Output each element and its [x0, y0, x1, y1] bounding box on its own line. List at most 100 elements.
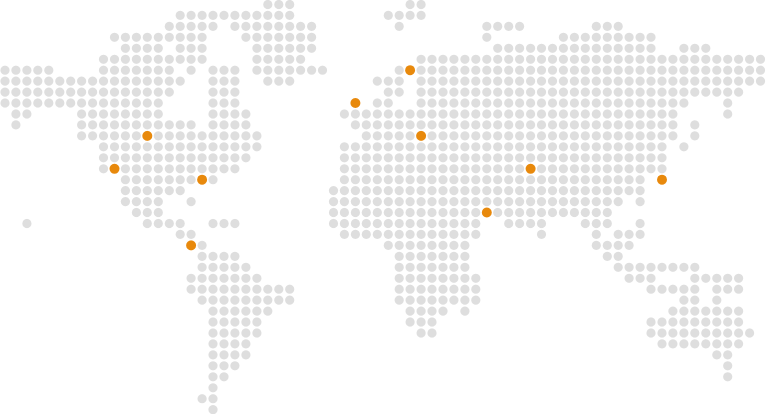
land-dot [569, 54, 580, 64]
land-dot [668, 284, 678, 294]
land-dot [526, 131, 536, 141]
land-dot [383, 164, 393, 174]
land-dot [131, 142, 141, 152]
land-dot [712, 76, 722, 86]
land-dot [745, 65, 755, 75]
land-dot [646, 262, 656, 272]
land-dot [186, 21, 196, 31]
land-dot [230, 251, 240, 261]
land-dot [438, 87, 448, 97]
land-dot [98, 54, 109, 64]
land-dot [591, 98, 601, 108]
land-dot [164, 175, 174, 185]
land-dot [493, 197, 503, 207]
land-dot [219, 350, 229, 360]
land-dot [438, 229, 448, 239]
land-dot [427, 65, 437, 75]
land-dot [109, 131, 120, 141]
land-dot [197, 164, 207, 174]
land-dot [263, 65, 273, 75]
land-dot [646, 76, 656, 86]
land-dot [723, 65, 733, 75]
land-dot [296, 54, 306, 64]
land-dot [624, 109, 634, 119]
land-dot [230, 317, 240, 327]
land-dot [460, 251, 470, 261]
land-dot [208, 295, 218, 305]
land-dot [449, 87, 459, 97]
land-dot [493, 207, 503, 218]
land-dot [635, 98, 645, 108]
land-dot [580, 54, 590, 64]
land-dot [208, 10, 218, 20]
land-dot [602, 54, 612, 64]
land-dot [569, 153, 580, 163]
land-dot [602, 65, 612, 75]
location-marker [350, 98, 361, 108]
land-dot [460, 98, 470, 108]
land-dot [230, 218, 240, 229]
land-dot [361, 175, 371, 185]
land-dot [624, 175, 634, 185]
land-dot [383, 76, 393, 86]
land-dot [274, 284, 284, 294]
land-dot [723, 350, 733, 360]
land-dot [635, 76, 645, 86]
land-dot [690, 76, 700, 86]
land-dot [219, 251, 229, 261]
land-dot [252, 273, 262, 283]
land-dot [504, 120, 514, 130]
land-dot [712, 87, 722, 97]
land-dot [690, 262, 700, 272]
land-dot [482, 65, 492, 75]
land-dot [460, 273, 470, 283]
land-dot [164, 76, 174, 86]
land-dot [547, 109, 558, 119]
land-dot [109, 32, 120, 42]
land-dot [208, 306, 218, 316]
land-dot [307, 65, 317, 75]
land-dot [712, 54, 722, 64]
land-dot [230, 65, 240, 75]
land-dot [120, 164, 130, 174]
land-dot [690, 43, 700, 53]
land-dot [339, 229, 349, 239]
land-dot [635, 142, 645, 152]
land-dot [230, 87, 240, 97]
land-dot [208, 262, 218, 272]
land-dot [131, 207, 141, 218]
land-dot [197, 284, 207, 294]
land-dot [186, 65, 196, 75]
land-dot [657, 262, 667, 272]
land-dot [186, 120, 196, 130]
land-dot [515, 186, 525, 196]
land-dot [252, 142, 262, 152]
land-dot [536, 142, 547, 152]
land-dot [405, 218, 415, 229]
land-dot [394, 153, 404, 163]
land-dot [602, 153, 612, 163]
land-dot [208, 120, 218, 130]
land-dot [131, 164, 141, 174]
land-dot [416, 87, 426, 97]
land-dot [361, 120, 371, 130]
land-dot [416, 295, 426, 305]
land-dot [120, 131, 130, 141]
land-dot [624, 164, 634, 174]
land-dot [657, 153, 667, 163]
land-dot [438, 76, 448, 86]
land-dot [208, 350, 218, 360]
land-dot [416, 142, 426, 152]
land-dot [339, 218, 349, 229]
land-dot [11, 65, 21, 75]
land-dot [131, 175, 141, 185]
land-dot [416, 328, 426, 338]
land-dot [569, 186, 580, 196]
land-dot [197, 240, 207, 250]
land-dot [339, 153, 349, 163]
land-dot [449, 229, 459, 239]
land-dot [383, 218, 393, 229]
land-dot [679, 43, 689, 53]
land-dot [164, 32, 174, 42]
land-dot [22, 98, 32, 108]
